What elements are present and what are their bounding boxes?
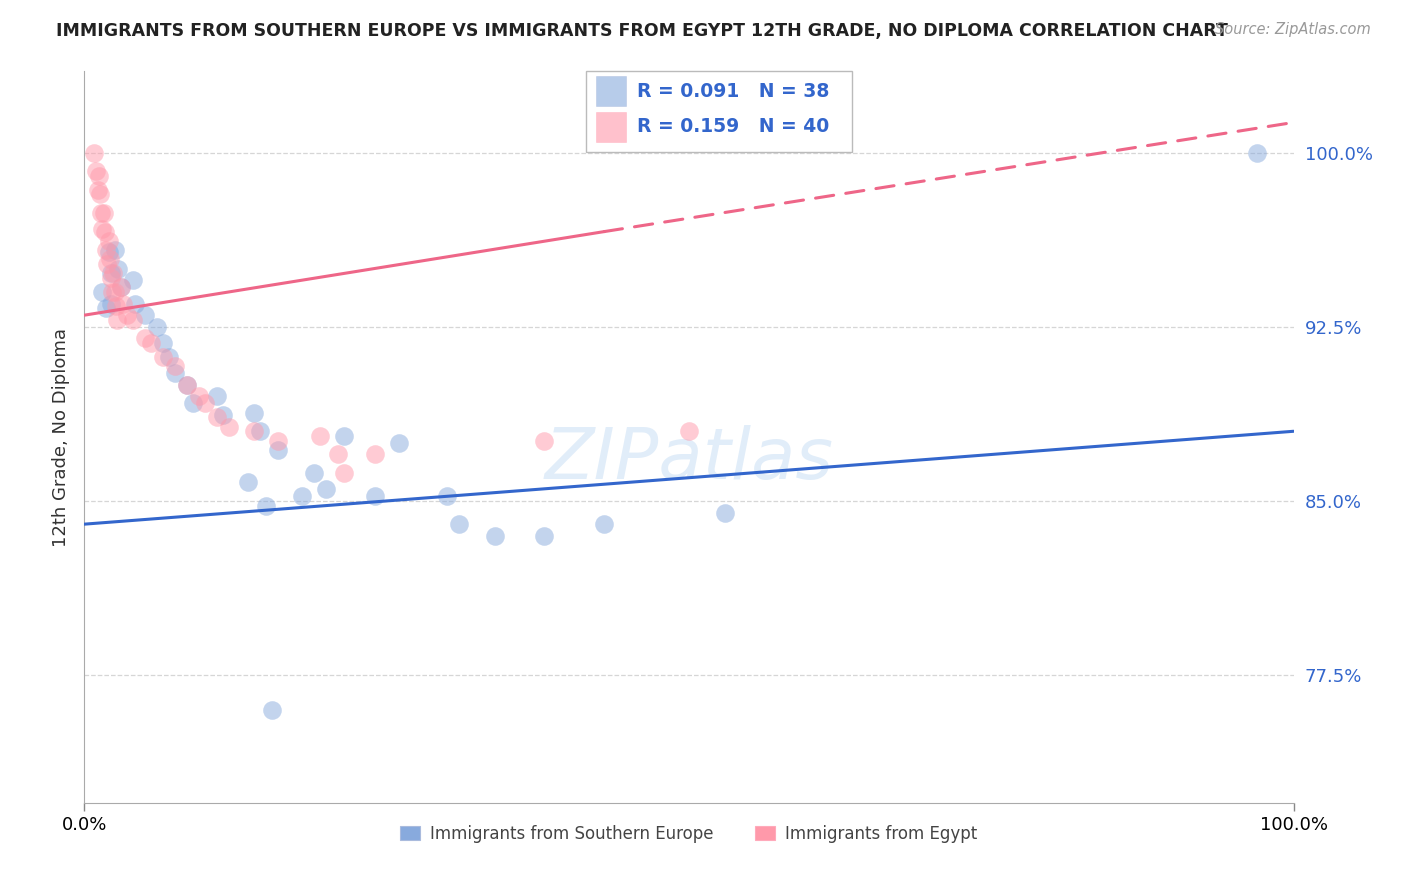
- Point: [260, 703, 283, 717]
- Text: R = 0.091   N = 38: R = 0.091 N = 38: [637, 81, 830, 101]
- FancyBboxPatch shape: [586, 71, 852, 152]
- Point: [254, 499, 277, 513]
- Text: IMMIGRANTS FROM SOUTHERN EUROPE VS IMMIGRANTS FROM EGYPT 12TH GRADE, NO DIPLOMA : IMMIGRANTS FROM SOUTHERN EUROPE VS IMMIG…: [56, 22, 1227, 40]
- Text: ZIPatlas: ZIPatlas: [544, 425, 834, 493]
- Point: [100, 296, 122, 310]
- Point: [157, 350, 180, 364]
- Point: [97, 245, 120, 260]
- Point: [110, 280, 132, 294]
- Point: [94, 225, 117, 239]
- Legend: Immigrants from Southern Europe, Immigrants from Egypt: Immigrants from Southern Europe, Immigra…: [394, 818, 984, 849]
- Point: [363, 489, 385, 503]
- Point: [94, 243, 117, 257]
- Point: [207, 410, 229, 425]
- Point: [267, 442, 290, 457]
- Point: [101, 285, 124, 299]
- Point: [678, 424, 700, 438]
- Point: [242, 406, 264, 420]
- Point: [94, 301, 117, 316]
- Point: [96, 257, 118, 271]
- Point: [152, 350, 174, 364]
- Point: [328, 448, 350, 462]
- Point: [93, 206, 115, 220]
- Point: [87, 169, 110, 183]
- Point: [165, 366, 187, 380]
- Point: [104, 243, 127, 257]
- Point: [104, 299, 127, 313]
- Point: [98, 252, 121, 267]
- Point: [309, 429, 332, 443]
- Point: [388, 436, 411, 450]
- Point: [110, 280, 132, 294]
- Point: [291, 489, 314, 503]
- Point: [533, 529, 555, 543]
- Point: [165, 359, 187, 374]
- Point: [333, 429, 356, 443]
- Point: [194, 396, 217, 410]
- Point: [449, 517, 471, 532]
- Point: [146, 319, 169, 334]
- Point: [104, 285, 127, 299]
- Point: [152, 336, 174, 351]
- Point: [315, 483, 337, 497]
- Point: [100, 266, 122, 280]
- Point: [97, 234, 120, 248]
- Point: [484, 529, 506, 543]
- Point: [363, 448, 385, 462]
- Point: [121, 313, 143, 327]
- Point: [181, 396, 204, 410]
- Point: [83, 145, 105, 160]
- Point: [1246, 145, 1268, 160]
- Point: [86, 183, 108, 197]
- Point: [714, 506, 737, 520]
- Point: [333, 466, 356, 480]
- Point: [89, 187, 111, 202]
- Text: Source: ZipAtlas.com: Source: ZipAtlas.com: [1215, 22, 1371, 37]
- Point: [103, 266, 125, 280]
- FancyBboxPatch shape: [596, 77, 626, 106]
- Point: [218, 419, 240, 434]
- Point: [242, 424, 264, 438]
- Point: [593, 517, 616, 532]
- Point: [212, 408, 235, 422]
- Point: [207, 389, 229, 403]
- Point: [139, 336, 162, 351]
- Point: [533, 434, 555, 448]
- Point: [302, 466, 325, 480]
- Point: [91, 222, 114, 236]
- Point: [124, 296, 146, 310]
- Point: [86, 164, 108, 178]
- Point: [134, 331, 156, 345]
- Point: [267, 434, 290, 448]
- Point: [176, 377, 198, 392]
- Text: R = 0.159   N = 40: R = 0.159 N = 40: [637, 118, 830, 136]
- Point: [105, 313, 128, 327]
- Point: [236, 475, 259, 490]
- Point: [176, 377, 198, 392]
- Y-axis label: 12th Grade, No Diploma: 12th Grade, No Diploma: [52, 327, 70, 547]
- Point: [112, 296, 135, 310]
- Point: [121, 273, 143, 287]
- Point: [91, 285, 114, 299]
- Point: [188, 389, 211, 403]
- Point: [134, 308, 156, 322]
- Point: [436, 489, 458, 503]
- FancyBboxPatch shape: [596, 112, 626, 142]
- Point: [90, 206, 112, 220]
- Point: [249, 424, 271, 438]
- Point: [107, 261, 129, 276]
- Point: [100, 271, 122, 285]
- Point: [115, 308, 138, 322]
